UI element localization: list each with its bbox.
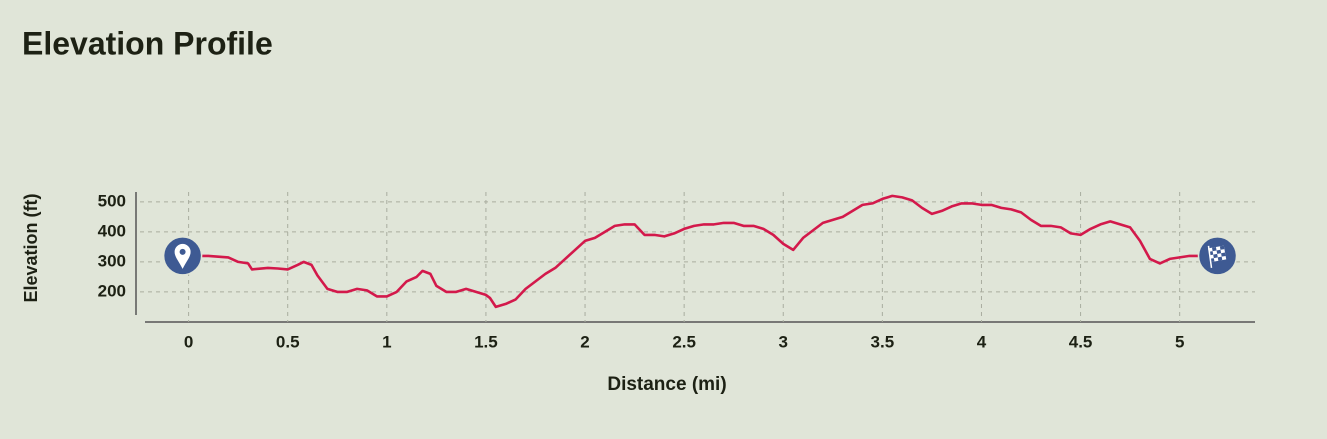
x-tick-label: 4: [977, 332, 987, 351]
flag-check: [1216, 249, 1222, 254]
y-tick-label: 200: [98, 281, 126, 300]
flag-check: [1219, 245, 1225, 250]
y-tick-label: 500: [98, 191, 126, 210]
start-marker: [162, 236, 203, 276]
x-tick-label: 2.5: [672, 332, 696, 351]
flag-pole: [1207, 245, 1213, 269]
flag-check: [1217, 256, 1223, 261]
x-tick-label: 4.5: [1069, 332, 1093, 351]
x-tick-label: 5: [1175, 332, 1184, 351]
x-tick-label: 3.5: [871, 332, 895, 351]
x-axis-label: Distance (mi): [607, 374, 726, 395]
x-tick-label: 3: [779, 332, 788, 351]
flag-check: [1213, 253, 1218, 259]
x-tick-label: 2: [580, 332, 589, 351]
pin-icon: [174, 243, 191, 269]
x-tick-label: 0: [184, 332, 193, 351]
y-tick-label: 300: [98, 251, 126, 270]
flag-check: [1221, 252, 1226, 257]
pin-hole: [179, 248, 186, 255]
x-tick-label: 1: [382, 332, 391, 351]
y-tick-label: 400: [98, 221, 126, 240]
x-tick-label: 1.5: [474, 332, 498, 351]
finish-marker: [1197, 236, 1238, 276]
x-tick-label: 0.5: [276, 332, 300, 351]
elevation-line: [188, 194, 1200, 309]
chart-title: Elevation Profile: [22, 25, 273, 61]
y-axis-label: Elevation (ft): [21, 193, 41, 302]
flag-check: [1211, 247, 1217, 252]
